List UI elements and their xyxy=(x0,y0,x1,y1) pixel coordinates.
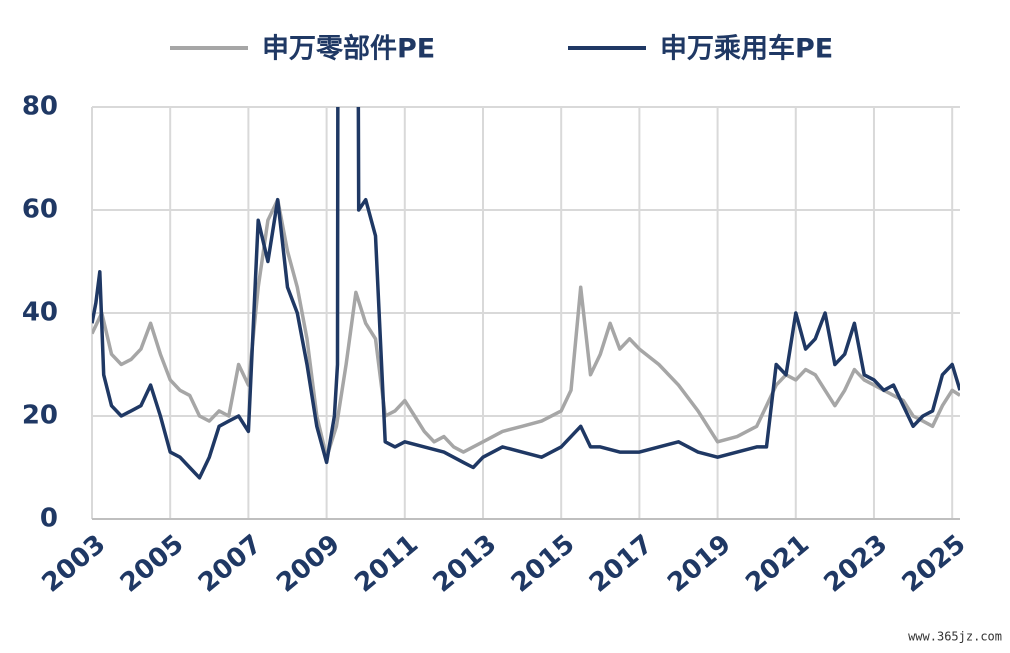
x-tick-label: 2005 xyxy=(115,529,190,599)
x-tick-label: 2023 xyxy=(819,529,894,599)
series-line xyxy=(92,197,960,459)
legend-label: 申万乘用车PE xyxy=(660,33,833,65)
x-tick-label: 2017 xyxy=(584,529,659,599)
legend-label: 申万零部件PE xyxy=(262,33,435,65)
series-line xyxy=(92,107,960,480)
x-tick-label: 2015 xyxy=(506,529,581,599)
x-tick-label: 2003 xyxy=(37,529,112,599)
watermark: www.365jz.com xyxy=(908,630,1002,644)
y-tick-label: 60 xyxy=(22,195,58,225)
x-tick-label: 2007 xyxy=(193,529,268,599)
y-tick-label: 80 xyxy=(22,92,58,122)
x-tick-label: 2011 xyxy=(349,529,424,599)
x-tick-label: 2025 xyxy=(897,529,972,599)
y-tick-label: 0 xyxy=(40,504,58,534)
y-tick-label: 20 xyxy=(22,401,58,431)
x-tick-label: 2021 xyxy=(740,529,815,599)
x-tick-label: 2019 xyxy=(662,529,737,599)
x-tick-label: 2009 xyxy=(271,529,346,599)
x-tick-label: 2013 xyxy=(428,529,503,599)
y-tick-label: 40 xyxy=(22,298,58,328)
